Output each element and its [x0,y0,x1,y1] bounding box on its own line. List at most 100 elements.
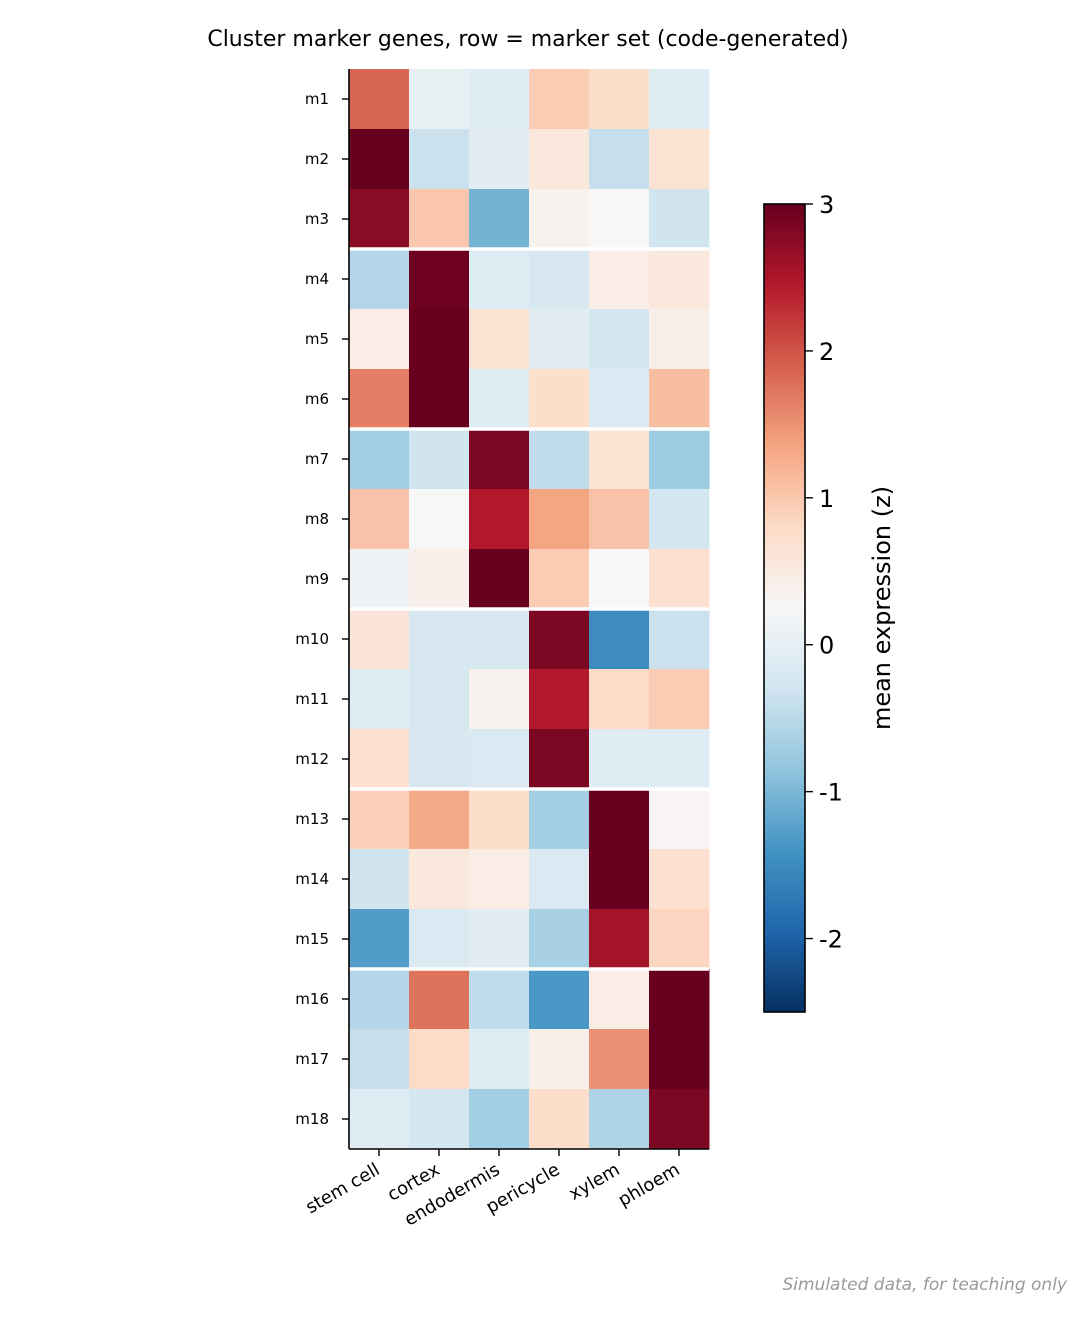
heatmap-cell [469,129,530,190]
heatmap-cell [349,849,410,910]
heatmap-cell [409,69,470,130]
heatmap-cell [349,429,410,490]
heatmap-cell [409,729,470,790]
heatmap-cell [469,729,530,790]
colorbar-ticks: 3 2 1 0 -1 -2 [805,191,843,954]
heatmap-cell [649,369,710,430]
heatmap-cell [469,69,530,130]
heatmap-cell [529,189,590,250]
heatmap-cell [469,1089,530,1150]
heatmap-cell [409,789,470,850]
heatmap-cell [409,909,470,970]
heatmap-cell [469,309,530,370]
x-tick-label: xylem [565,1159,623,1205]
heatmap-cell [589,849,650,910]
heatmap-cell [349,129,410,190]
heatmap-cell [589,129,650,190]
heatmap-cell [529,969,590,1030]
y-tick-label: m12 [295,750,329,768]
y-tick-label: m11 [295,690,329,708]
x-tick-label: stem cell [302,1159,383,1218]
heatmap-cell [409,1089,470,1150]
x-tick-label: phloem [615,1159,684,1211]
heatmap-cell [649,1029,710,1090]
y-tick-label: m5 [305,330,329,348]
heatmap-cell [349,369,410,430]
heatmap-cell [349,789,410,850]
heatmap-cell [529,429,590,490]
heatmap-cell [649,1089,710,1150]
chart-title: Cluster marker genes, row = marker set (… [207,27,848,52]
heatmap-cell [649,909,710,970]
y-tick-label: m16 [295,990,329,1008]
heatmap-cell [469,789,530,850]
heatmap-cell [409,1029,470,1090]
y-tick-label: m14 [295,870,329,888]
heatmap-cell [649,249,710,310]
heatmap-cell [589,969,650,1030]
heatmap-cell [529,669,590,730]
y-tick-label: m9 [305,570,329,588]
heatmap-cell [469,909,530,970]
heatmap-cell [529,729,590,790]
heatmap-cell [529,789,590,850]
heatmap-cell [649,729,710,790]
heatmap-cell [649,489,710,550]
heatmap-cell [649,789,710,850]
heatmap-cell [409,309,470,370]
heatmap-cell [649,969,710,1030]
heatmap-cell [589,69,650,130]
heatmap-cell [529,549,590,610]
heatmap-axes [342,69,709,1156]
heatmap-cell [529,249,590,310]
heatmap-cell [649,549,710,610]
heatmap-cell [409,969,470,1030]
heatmap-cell [589,369,650,430]
group-separators [349,247,709,971]
heatmap-cell [349,1089,410,1150]
colorbar-tick-label: -2 [819,926,843,954]
heatmap-cell [469,429,530,490]
heatmap-cell [529,909,590,970]
heatmap-cell [409,549,470,610]
colorbar-tick-label: 0 [819,632,834,660]
heatmap-cell [529,1029,590,1090]
heatmap-cell [349,729,410,790]
heatmap-cell [589,189,650,250]
y-tick-label: m18 [295,1110,329,1128]
heatmap-cell [409,249,470,310]
heatmap-cell [529,309,590,370]
heatmap-cell [589,609,650,670]
heatmap-cell [589,1089,650,1150]
heatmap-cell [589,729,650,790]
heatmap-cell [469,969,530,1030]
heatmap-cell [349,309,410,370]
heatmap-cell [469,609,530,670]
colorbar-tick-label: 3 [819,191,834,219]
heatmap-cell [469,1029,530,1090]
heatmap-cell [649,849,710,910]
heatmap-cell [349,249,410,310]
heatmap-cell [649,429,710,490]
heatmap-cell [589,549,650,610]
y-tick-label: m4 [305,270,329,288]
heatmap-cell [649,129,710,190]
heatmap-cell [349,1029,410,1090]
heatmap-cell [349,489,410,550]
heatmap-cell [409,849,470,910]
heatmap-cell [469,369,530,430]
y-tick-label: m3 [305,210,329,228]
heatmap-cell [349,669,410,730]
colorbar-label: mean expression (z) [868,486,896,730]
colorbar-tick-label: -1 [819,779,843,807]
heatmap-cell [589,489,650,550]
heatmap-cell [349,909,410,970]
heatmap-cell [649,189,710,250]
heatmap-cell [529,1089,590,1150]
y-tick-label: m8 [305,510,329,528]
heatmap-cell [409,669,470,730]
heatmap-cells [349,69,710,1150]
colorbar: 3 2 1 0 -1 -2 mean expression (z) [763,191,896,1013]
heatmap-cell [349,69,410,130]
